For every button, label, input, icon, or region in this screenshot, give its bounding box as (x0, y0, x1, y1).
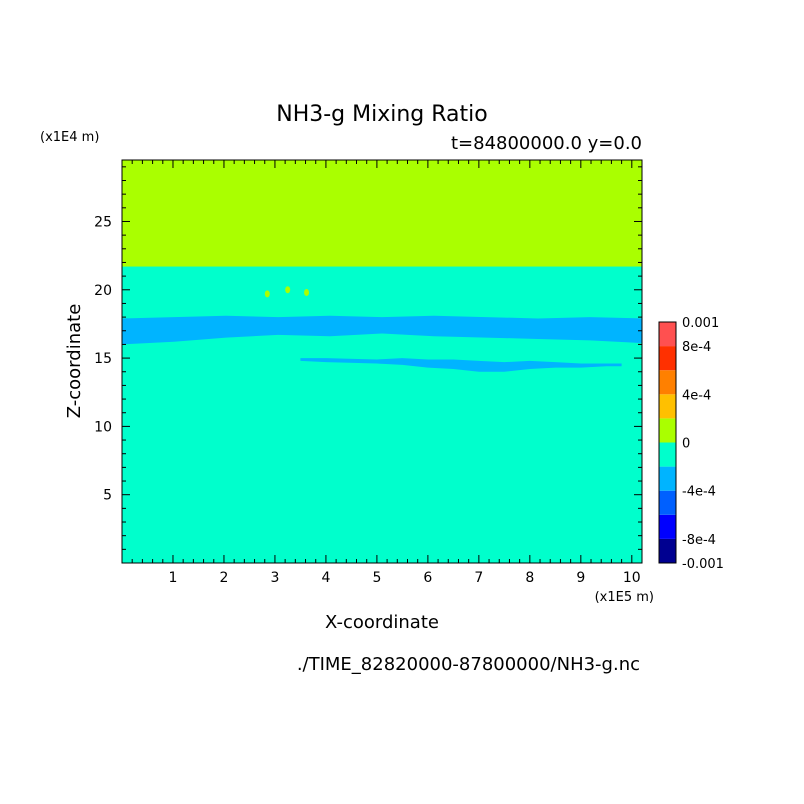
y-axis-label: Z-coordinate (64, 304, 85, 419)
y-tick-label: 20 (94, 283, 112, 299)
x-tick-label: 2 (219, 570, 228, 586)
colorbar (658, 321, 677, 564)
x-tick-label: 4 (321, 570, 330, 586)
x-tick-label: 9 (576, 570, 585, 586)
colorbar-swatch (659, 538, 676, 563)
region-speck-1 (264, 290, 270, 298)
colorbar-swatch (659, 442, 676, 467)
region-lower-band (122, 315, 642, 345)
x-tick-label: 8 (525, 570, 534, 586)
x-axis-label: X-coordinate (325, 612, 439, 633)
chart-subtitle: t=84800000.0 y=0.0 (451, 133, 642, 154)
x-tick-label: 6 (423, 570, 432, 586)
x-tick-label: 1 (169, 570, 178, 586)
colorbar-swatch (659, 394, 676, 419)
y-tick-label: 15 (94, 351, 112, 367)
region-speck-2 (304, 289, 310, 297)
x-tick-label: 7 (474, 570, 483, 586)
colorbar-swatch (659, 418, 676, 443)
colorbar-label: -4e-4 (682, 485, 716, 500)
contour-regions (122, 160, 642, 372)
colorbar-label: 0 (682, 437, 690, 452)
colorbar-label: 0.001 (682, 316, 719, 331)
colorbar-labels: -0.001 -8e-4 -4e-4 0 4e-4 8e-4 0.001 (682, 316, 724, 572)
colorbar-swatch (659, 370, 676, 395)
region-speck-3 (285, 286, 291, 294)
region-thin-band (300, 358, 622, 372)
colorbar-frame (658, 321, 677, 564)
y-tick-label: 5 (103, 488, 112, 504)
x-tick-label: 3 (270, 570, 279, 586)
source-file-label: ./TIME_82820000-87800000/NH3-g.nc (297, 654, 640, 675)
colorbar-label: 4e-4 (682, 388, 711, 403)
colorbar-label: -8e-4 (682, 533, 716, 548)
y-tick-label: 25 (94, 214, 112, 230)
x-axis-ticks: 1 2 3 4 5 6 7 8 9 10 (131, 160, 643, 586)
x-tick-label: 10 (623, 570, 641, 586)
x-scale-label: (x1E5 m) (595, 590, 654, 605)
colorbar-swatch (659, 490, 676, 515)
colorbar-swatch (659, 514, 676, 539)
plot-frame (121, 159, 643, 564)
colorbar-swatch (659, 322, 676, 347)
colorbar-label: 8e-4 (682, 340, 711, 355)
chart-title: NH3-g Mixing Ratio (276, 102, 488, 127)
colorbar-swatch (659, 346, 676, 371)
x-tick-label: 5 (372, 570, 381, 586)
colorbar-label: -0.001 (682, 557, 724, 572)
colorbar-swatch (659, 466, 676, 491)
y-tick-label: 10 (94, 419, 112, 435)
y-axis-ticks: 5 10 15 20 25 (94, 166, 642, 550)
y-scale-label: (x1E4 m) (40, 130, 99, 145)
region-upper (122, 160, 642, 267)
